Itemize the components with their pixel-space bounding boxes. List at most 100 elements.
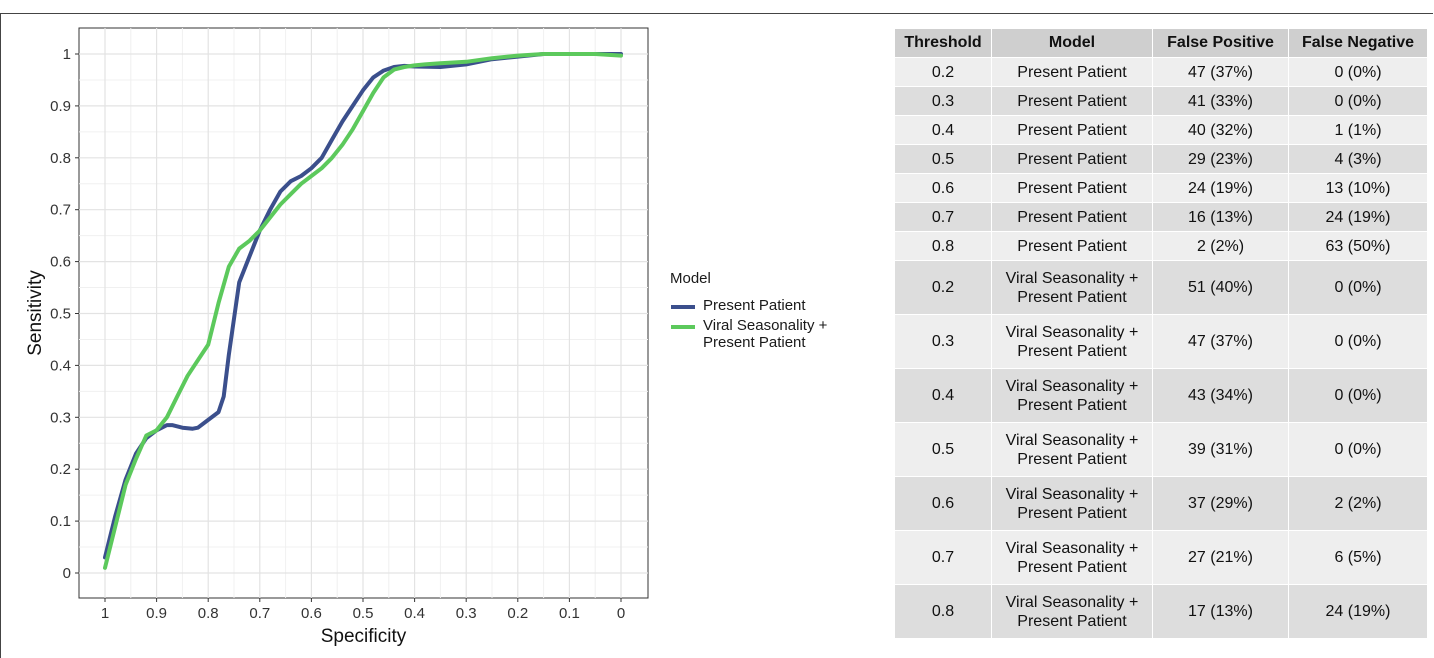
cell-model: Viral Seasonality + Present Patient [991, 476, 1153, 531]
table-row: 0.2 Viral Seasonality + Present Patient 51 … [894, 260, 1428, 315]
cell-false-negative: 0 (0%) [1288, 314, 1428, 369]
cell-false-negative: 4 (3%) [1288, 144, 1428, 174]
y-tick-label: 0.6 [50, 254, 71, 271]
x-tick-label: 0.4 [404, 605, 425, 622]
x-tick-label: 1 [101, 605, 109, 622]
cell-false-negative: 2 (2%) [1288, 476, 1428, 531]
cell-model: Present Patient [991, 173, 1153, 203]
cell-false-negative: 63 (50%) [1288, 231, 1428, 261]
y-tick-label: 0.8 [50, 150, 71, 167]
x-tick-label: 0 [617, 605, 625, 622]
series-line-viral-seasonality [103, 52, 623, 570]
cell-false-positive: 29 (23%) [1152, 144, 1289, 174]
cell-threshold: 0.5 [894, 422, 992, 477]
table-row: 0.4 Viral Seasonality + Present Patient 43 … [894, 368, 1428, 423]
cell-false-positive: 47 (37%) [1152, 314, 1289, 369]
cell-false-negative: 0 (0%) [1288, 422, 1428, 477]
legend-label-line: Present Patient [703, 334, 806, 351]
table-row: 0.5 Present Patient 29 (23%) 4 (3%) [894, 144, 1428, 174]
cell-model: Viral Seasonality + Present Patient [991, 530, 1153, 585]
x-axis-label: Specificity [321, 626, 407, 647]
legend-item-present-patient: Present Patient [670, 297, 827, 314]
table-body: 0.2 Present Patient 47 (37%) 0 (0%) 0.3 Prese… [894, 57, 1428, 639]
x-tick-label: 0.7 [249, 605, 270, 622]
x-tick-label: 0.9 [146, 605, 167, 622]
series-line-present-patient [103, 52, 623, 560]
column-header-false-positive: False Positive [1152, 28, 1289, 58]
cell-false-positive: 2 (2%) [1152, 231, 1289, 261]
cell-false-negative: 24 (19%) [1288, 584, 1428, 639]
x-tick-label: 0.5 [353, 605, 374, 622]
x-tick-label: 0.8 [198, 605, 219, 622]
table-header-row: Threshold Model False Positive False Neg… [894, 28, 1428, 58]
legend-swatch [671, 325, 695, 329]
cell-model: Viral Seasonality + Present Patient [991, 584, 1153, 639]
cell-false-negative: 6 (5%) [1288, 530, 1428, 585]
legend-swatch [671, 305, 695, 309]
cell-false-negative: 0 (0%) [1288, 368, 1428, 423]
x-tick-label: 0.1 [559, 605, 580, 622]
legend-label-line: Viral Seasonality + [703, 317, 828, 334]
y-tick-label: 0.2 [50, 461, 71, 478]
legend-label-line: Present Patient [703, 297, 806, 314]
cell-threshold: 0.5 [894, 144, 992, 174]
column-header-false-negative: False Negative [1288, 28, 1428, 58]
cell-model: Viral Seasonality + Present Patient [991, 368, 1153, 423]
roc-chart: 1 0.9 0.8 0.7 0.6 0.5 0.4 0.3 0.2 0.1 0 0 0.1 0.2 0.3 0… [25, 27, 649, 647]
legend-title: Model [670, 270, 711, 287]
table-row: 0.2 Present Patient 47 (37%) 0 (0%) [894, 57, 1428, 87]
column-header-threshold: Threshold [894, 28, 992, 58]
cell-false-negative: 1 (1%) [1288, 115, 1428, 145]
cell-false-positive: 17 (13%) [1152, 584, 1289, 639]
y-tick-label: 0.1 [50, 513, 71, 530]
cell-threshold: 0.7 [894, 202, 992, 232]
chart-legend: Model Present Patient Viral Seasonality … [670, 270, 827, 354]
x-tick-label: 0.2 [507, 605, 528, 622]
cell-model: Present Patient [991, 57, 1153, 87]
table-row: 0.8 Present Patient 2 (2%) 63 (50%) [894, 231, 1428, 261]
cell-threshold: 0.4 [894, 115, 992, 145]
cell-threshold: 0.7 [894, 530, 992, 585]
column-header-model: Model [991, 28, 1153, 58]
cell-model: Viral Seasonality + Present Patient [991, 260, 1153, 315]
cell-threshold: 0.3 [894, 86, 992, 116]
cell-threshold: 0.6 [894, 173, 992, 203]
cell-false-negative: 0 (0%) [1288, 260, 1428, 315]
cell-threshold: 0.2 [894, 260, 992, 315]
y-tick-label: 0.5 [50, 306, 71, 323]
cell-threshold: 0.8 [894, 584, 992, 639]
cell-false-positive: 27 (21%) [1152, 530, 1289, 585]
cell-false-positive: 51 (40%) [1152, 260, 1289, 315]
cell-threshold: 0.6 [894, 476, 992, 531]
legend-label: Viral Seasonality + Present Patient [703, 317, 827, 351]
cell-threshold: 0.2 [894, 57, 992, 87]
table-row: 0.5 Viral Seasonality + Present Patient 39 … [894, 422, 1428, 477]
cell-false-positive: 16 (13%) [1152, 202, 1289, 232]
cell-false-positive: 39 (31%) [1152, 422, 1289, 477]
cell-threshold: 0.3 [894, 314, 992, 369]
table-row: 0.7 Viral Seasonality + Present Patient 27 … [894, 530, 1428, 585]
y-tick-label: 0.4 [50, 357, 71, 374]
cell-threshold: 0.8 [894, 231, 992, 261]
cell-model: Present Patient [991, 115, 1153, 145]
cell-model: Present Patient [991, 86, 1153, 116]
cell-model: Present Patient [991, 231, 1153, 261]
legend-label: Present Patient [703, 297, 806, 314]
y-tick-label: 0.3 [50, 409, 71, 426]
cell-model: Present Patient [991, 202, 1153, 232]
cell-false-negative: 0 (0%) [1288, 57, 1428, 87]
y-tick-label: 0.7 [50, 202, 71, 219]
table-row: 0.4 Present Patient 40 (32%) 1 (1%) [894, 115, 1428, 145]
cell-false-negative: 0 (0%) [1288, 86, 1428, 116]
cell-false-positive: 47 (37%) [1152, 57, 1289, 87]
table-row: 0.6 Viral Seasonality + Present Patient 37 … [894, 476, 1428, 531]
cell-false-positive: 37 (29%) [1152, 476, 1289, 531]
y-axis-label: Sensitivity [25, 270, 46, 356]
y-tick-label: 0.9 [50, 98, 71, 115]
table-row: 0.8 Viral Seasonality + Present Patient 17 … [894, 584, 1428, 639]
cell-false-positive: 41 (33%) [1152, 86, 1289, 116]
y-tick-label: 1 [63, 46, 71, 63]
figure-frame [0, 13, 1433, 658]
cell-model: Present Patient [991, 144, 1153, 174]
cell-model: Viral Seasonality + Present Patient [991, 314, 1153, 369]
